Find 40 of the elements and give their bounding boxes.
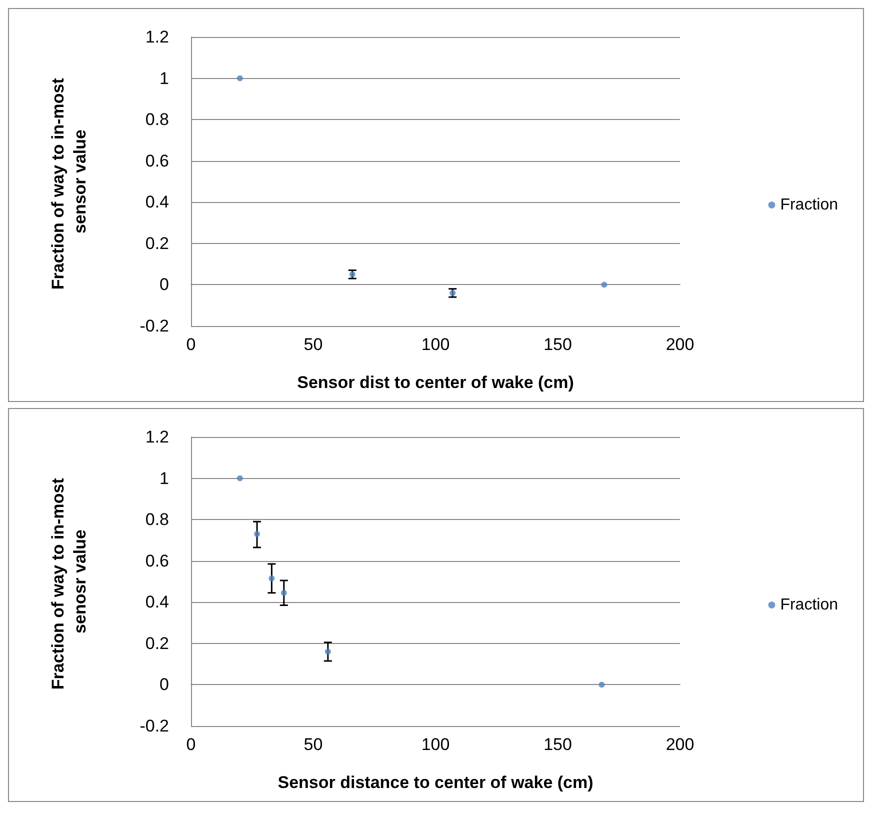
- point: [268, 575, 275, 582]
- y-axis-title: Fraction of way to in-most senosr value: [48, 473, 90, 690]
- y-tick-label: 0: [160, 275, 169, 294]
- y-axis-title: Fraction of way to in-most sensor value: [48, 73, 90, 290]
- y-tick-label: -0.2: [140, 316, 169, 336]
- y-tick-label: 1.2: [145, 428, 169, 446]
- point: [598, 682, 605, 688]
- y-tick-label: 0.4: [145, 192, 169, 212]
- legend-label: Fraction: [780, 196, 838, 214]
- x-tick-label: 150: [544, 335, 572, 354]
- y-tick-label: 1: [160, 468, 169, 488]
- point: [601, 282, 608, 288]
- y-tick-label: 0.2: [145, 234, 169, 253]
- point: [236, 475, 243, 482]
- x-tick-label: 100: [421, 335, 450, 354]
- x-tick-label: 100: [421, 735, 450, 754]
- x-tick-label: 0: [186, 735, 196, 754]
- x-tick-label: 200: [666, 735, 694, 754]
- legend-label: Fraction: [780, 596, 838, 614]
- y-tick-label: -0.2: [140, 716, 169, 736]
- point: [236, 75, 243, 82]
- y-tick-label: 0.8: [145, 110, 169, 130]
- y-tick-label: 1: [160, 68, 169, 88]
- x-axis-title: Sensor distance to center of wake (cm): [278, 773, 594, 792]
- x-tick-label: 0: [186, 335, 196, 354]
- point: [254, 531, 260, 538]
- y-tick-label: 0.4: [145, 592, 169, 612]
- x-tick-label: 50: [304, 335, 323, 354]
- x-tick-label: 150: [544, 735, 572, 754]
- y-tick-label: 0: [160, 675, 169, 694]
- point: [324, 648, 331, 655]
- y-tick-label: 0.6: [145, 551, 169, 570]
- y-tick-label: 0.6: [145, 151, 169, 170]
- y-tick-label: 0.2: [145, 634, 169, 653]
- x-axis-title: Sensor dist to center of wake (cm): [297, 373, 574, 392]
- point: [280, 590, 287, 596]
- x-tick-label: 50: [304, 735, 323, 754]
- x-tick-label: 200: [666, 335, 694, 354]
- y-tick-label: 1.2: [145, 28, 169, 46]
- y-tick-label: 0.8: [145, 510, 169, 530]
